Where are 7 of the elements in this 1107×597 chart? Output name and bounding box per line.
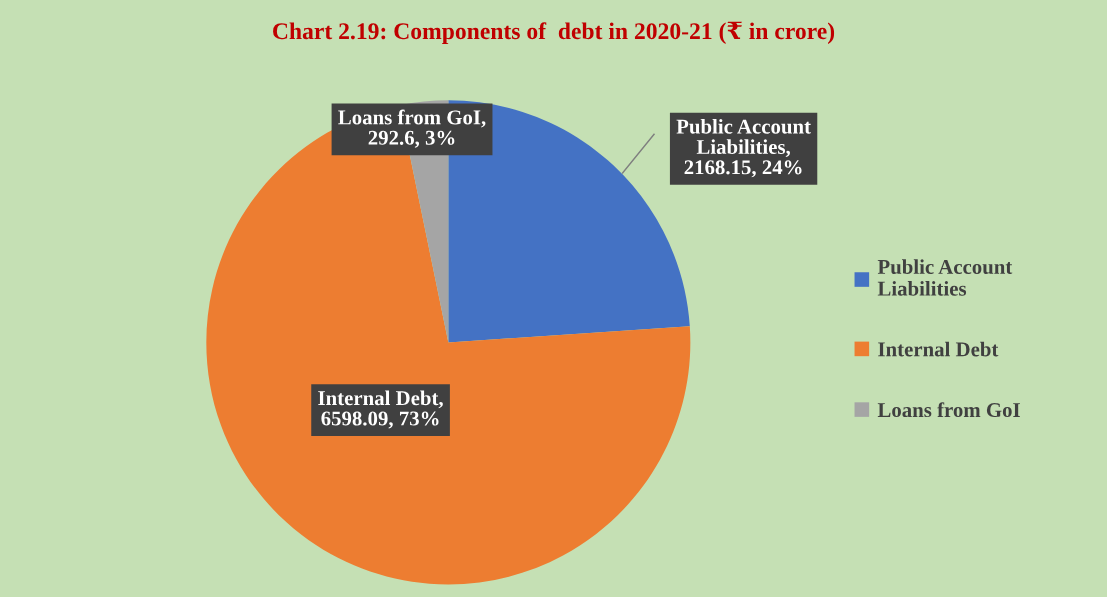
chart-title: Chart 2.19: Components of debt in 2020-21 (₹ in crore) bbox=[273, 21, 835, 44]
data-label: Loans from GoI, 292.6, 3% bbox=[338, 109, 486, 148]
data-label: Public Account Liabilities, 2168.15, 24% bbox=[676, 118, 811, 178]
legend-label: Loans from GoI bbox=[877, 402, 1020, 418]
legend-label: Public Account Liabilities bbox=[877, 259, 1013, 296]
legend-label: Internal Debt bbox=[878, 341, 999, 357]
data-label: Internal Debt, 6598.09, 73% bbox=[318, 390, 443, 429]
